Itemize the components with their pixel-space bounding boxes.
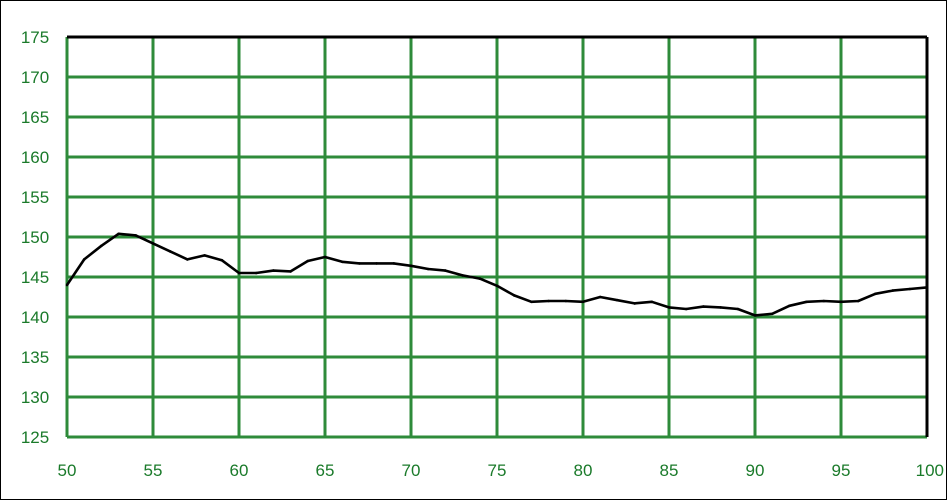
data-point [753,314,757,317]
x-tick-labels: 50 55 60 65 70 75 80 85 90 95 100 [58,461,944,480]
data-point [82,258,86,261]
data-point [426,267,430,271]
data-point [254,271,258,275]
y-tick-label: 130 [21,388,49,407]
x-tick-label: 65 [316,461,335,480]
grid [65,35,929,439]
data-point [908,287,912,291]
data-point [186,258,189,261]
data-point [289,270,292,273]
data-point [581,300,585,304]
data-point [633,302,636,305]
data-point [151,242,155,245]
data-point [444,269,447,272]
data-point [512,294,516,297]
data-point [495,284,499,288]
data-point [719,306,722,309]
series-group [65,232,929,317]
x-tick-label: 100 [916,461,944,480]
data-point [891,289,894,292]
data-point [839,300,843,304]
data-point [616,298,619,302]
x-tick-label: 60 [230,461,249,480]
y-tick-label: 140 [21,308,49,327]
data-point [667,306,671,309]
data-point [822,299,826,303]
data-point [547,299,550,303]
data-point [220,258,224,262]
data-point [65,283,69,287]
data-point [874,292,877,296]
data-point [100,244,103,248]
data-point [856,299,860,303]
x-tick-label: 95 [832,461,851,480]
y-tick-label: 160 [21,148,49,167]
data-point [788,304,791,308]
y-tick-label: 150 [21,228,49,247]
data-point [478,277,482,280]
data-point [736,307,740,311]
data-point [306,259,310,263]
data-point [392,262,396,265]
data-point [358,262,361,265]
y-tick-label: 145 [21,268,49,287]
y-tick-label: 175 [21,28,49,47]
data-point [805,300,808,304]
x-tick-label: 85 [660,461,679,480]
data-point [272,269,275,272]
y-tick-label: 155 [21,188,49,207]
data-point [650,300,654,304]
y-tick-label: 125 [21,428,49,447]
data-point [237,271,241,275]
data-point [134,234,138,237]
data-point [168,250,172,253]
x-tick-label: 70 [402,461,421,480]
y-tick-labels: 125 130 135 140 145 150 155 160 165 170 175 [21,28,49,447]
data-point [925,286,929,289]
data-point [323,255,327,259]
data-point [702,305,705,308]
data-point [564,299,568,303]
x-tick-label: 55 [144,461,163,480]
data-point [770,312,774,316]
data-point [375,262,378,265]
y-tick-label: 165 [21,108,49,127]
y-tick-label: 170 [21,68,49,87]
x-tick-label: 90 [746,461,765,480]
y-tick-label: 135 [21,348,49,367]
plot-border-group [67,35,929,437]
data-point [684,307,688,311]
data-point [409,264,413,268]
data-point [530,300,533,304]
data-point [461,274,464,277]
data-point [340,260,344,264]
data-point [203,254,206,257]
x-tick-label: 75 [488,461,507,480]
x-tick-label: 80 [574,461,593,480]
x-tick-label: 50 [58,461,77,480]
data-point [598,295,602,299]
data-point [117,232,120,236]
